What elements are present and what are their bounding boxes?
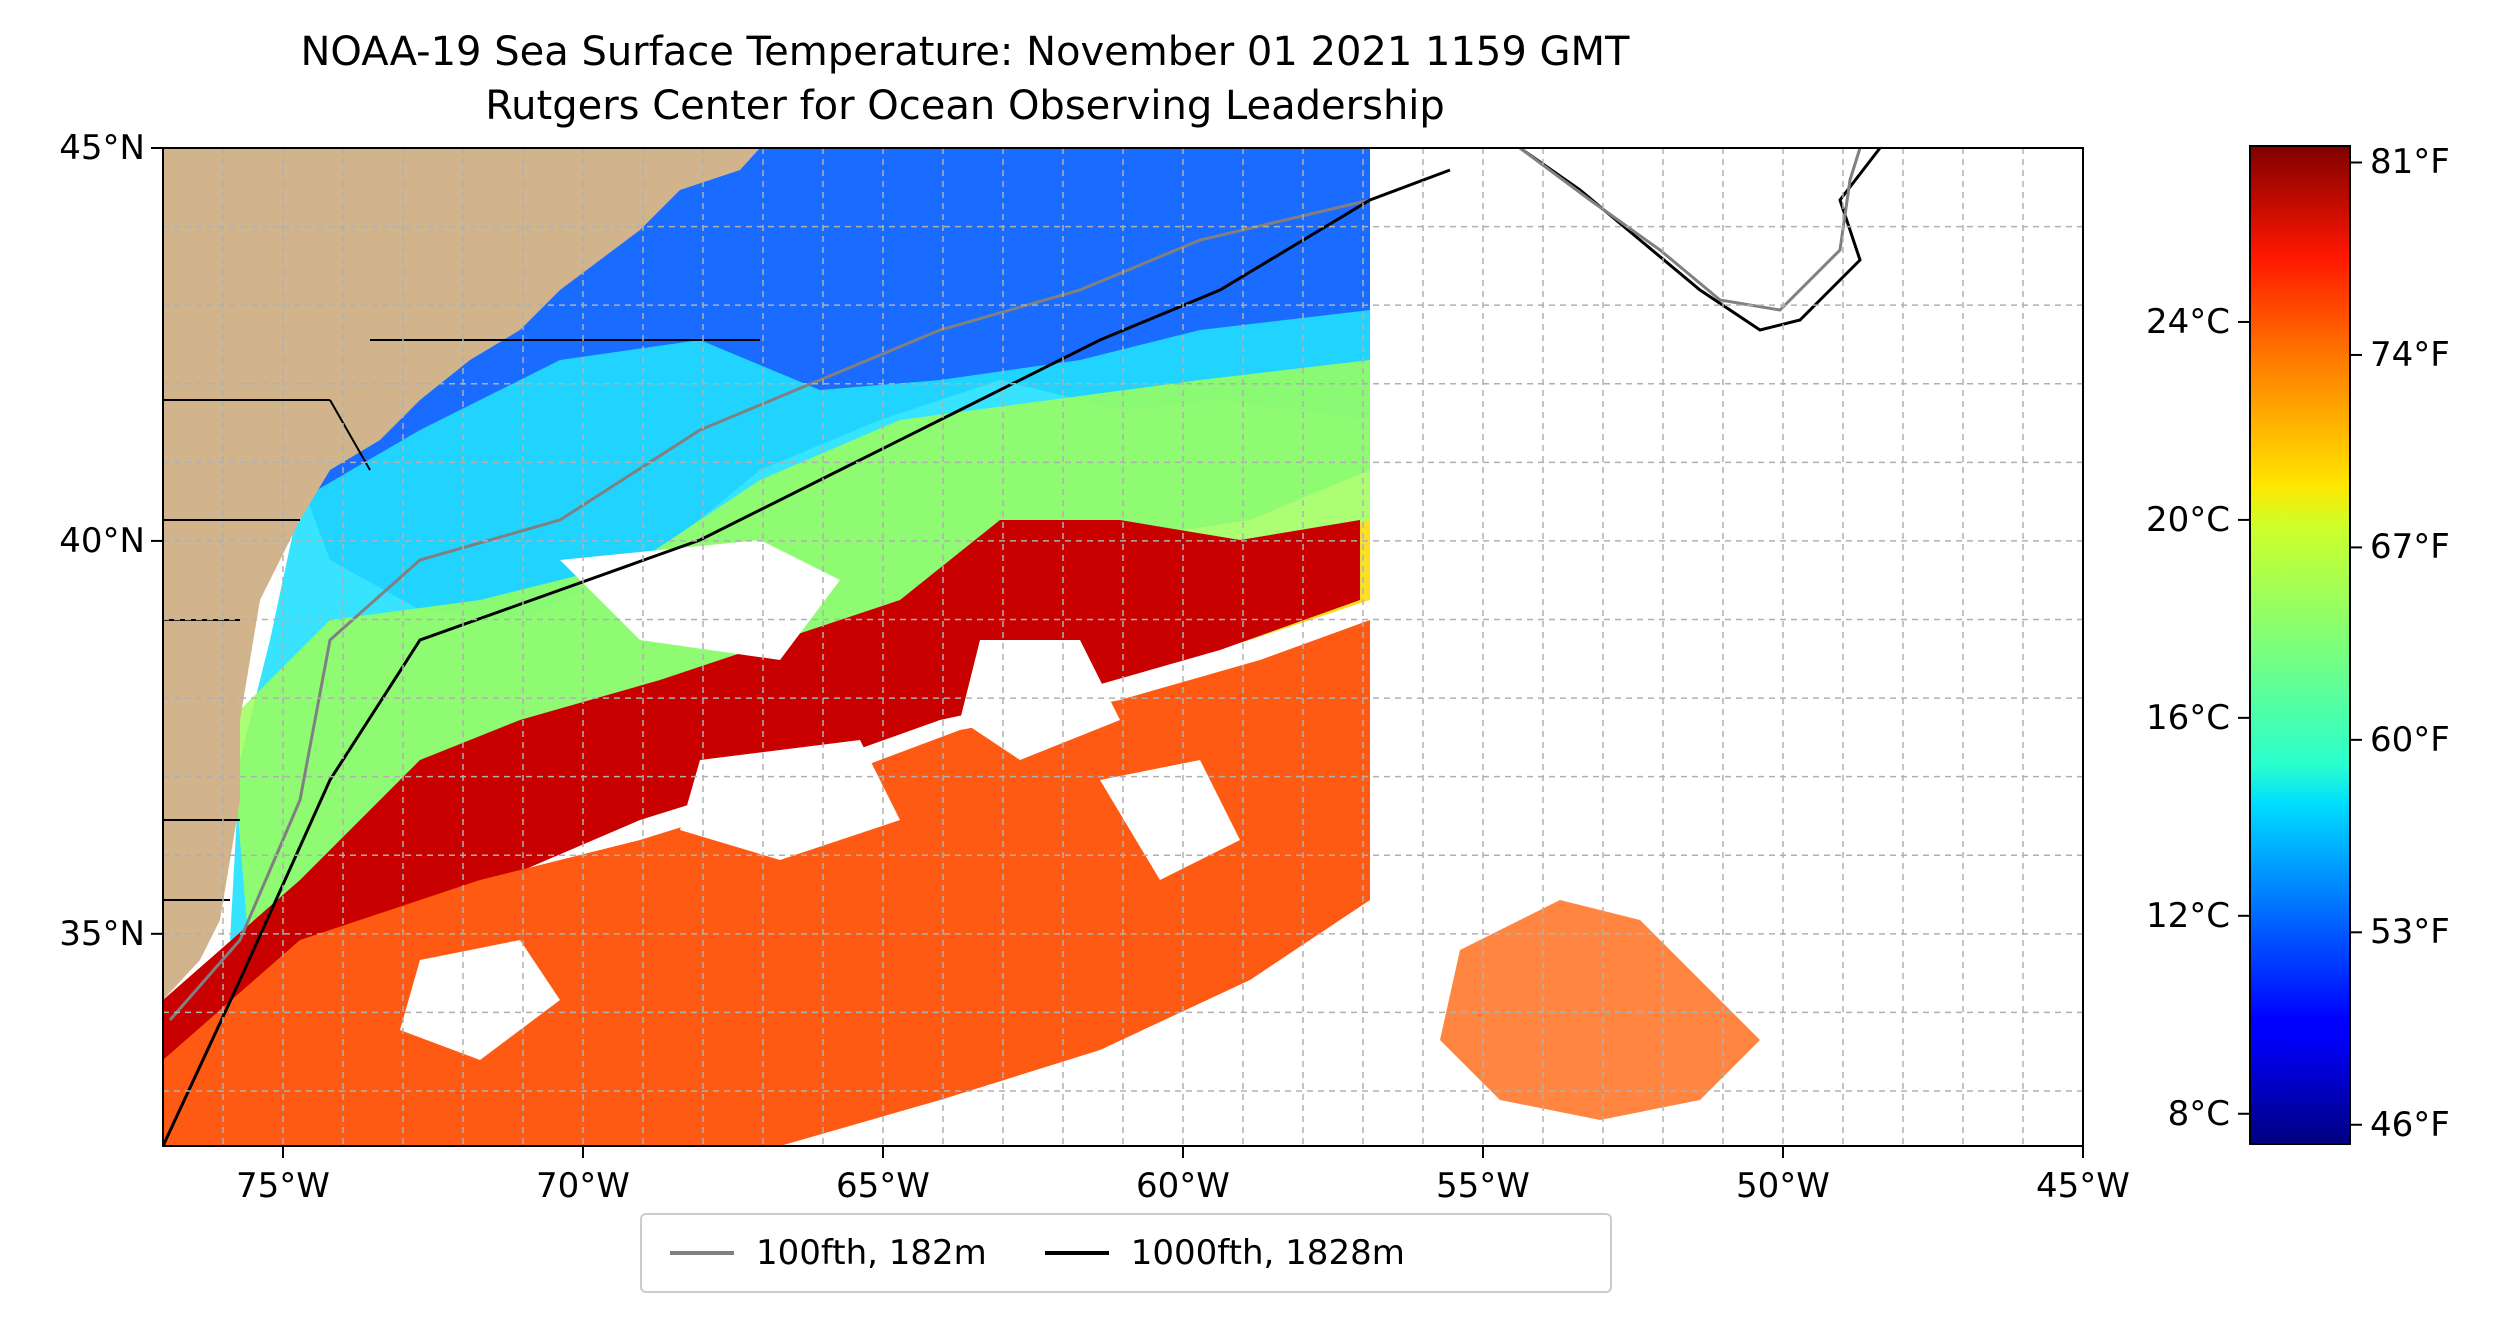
legend-label-100fth: 100fth, 182m	[756, 1233, 987, 1273]
axis-ticks	[151, 147, 2084, 1158]
map-subtitle: Rutgers Center for Ocean Observing Leade…	[485, 83, 1445, 129]
colorbar-label-c: 16°C	[2145, 697, 2230, 738]
land-mass	[163, 148, 760, 1000]
legend-item-1000fth: 1000fth, 1828m	[1044, 1233, 1405, 1273]
colorbar-label-f: 81°F	[2370, 142, 2450, 183]
graticule	[163, 148, 2083, 1146]
legend-swatch-100fth	[670, 1251, 734, 1255]
cloud-gap	[400, 940, 560, 1060]
colorbar-label-f: 74°F	[2370, 334, 2450, 375]
colorbar-label-c: 20°C	[2145, 499, 2230, 540]
map-frame	[162, 147, 2084, 1147]
colorbar-label-f: 46°F	[2370, 1104, 2450, 1145]
isobath-1000fth	[163, 168, 1451, 1146]
cloud-gap	[680, 740, 900, 860]
legend-swatch-1000fth	[1044, 1251, 1109, 1255]
lon-tick-label: 45°W	[2036, 1166, 2130, 1206]
cloud-gap	[1100, 760, 1240, 880]
lon-tick-label: 50°W	[1736, 1166, 1830, 1206]
isobath-legend: 100fth, 182m 1000fth, 1828m	[640, 1213, 1612, 1293]
lon-tick-label: 75°W	[236, 1166, 330, 1206]
warm-east-patches	[1440, 900, 1760, 1120]
colorbar	[2249, 145, 2351, 1145]
sst-field	[163, 148, 2083, 1146]
isobath-100fth	[168, 198, 1371, 1021]
legend-item-100fth: 100fth, 182m	[670, 1233, 987, 1273]
colorbar-ticks	[2238, 161, 2362, 1126]
colorbar-label-c: 24°C	[2145, 301, 2230, 342]
map-title: NOAA-19 Sea Surface Temperature: Novembe…	[300, 29, 1630, 75]
colorbar-label-f: 53°F	[2370, 912, 2450, 953]
cloud-gap	[560, 540, 840, 660]
land-mass-east	[1440, 148, 1880, 330]
lat-tick-label: 45°N	[59, 128, 145, 168]
lat-tick-label: 40°N	[59, 520, 145, 561]
lon-tick-label: 55°W	[1436, 1166, 1530, 1206]
colorbar-label-c: 8°C	[2167, 1093, 2230, 1134]
lat-tick-label: 35°N	[59, 913, 145, 954]
colorbar-label-f: 67°F	[2370, 527, 2450, 568]
lon-tick-label: 65°W	[836, 1166, 930, 1206]
colorbar-label-f: 60°F	[2370, 719, 2450, 760]
legend-label-1000fth: 1000fth, 1828m	[1130, 1233, 1405, 1273]
cloud-gap	[960, 640, 1120, 760]
lon-tick-label: 60°W	[1136, 1166, 1230, 1206]
colorbar-label-c: 12°C	[2145, 895, 2230, 936]
lon-tick-label: 70°W	[536, 1166, 630, 1206]
